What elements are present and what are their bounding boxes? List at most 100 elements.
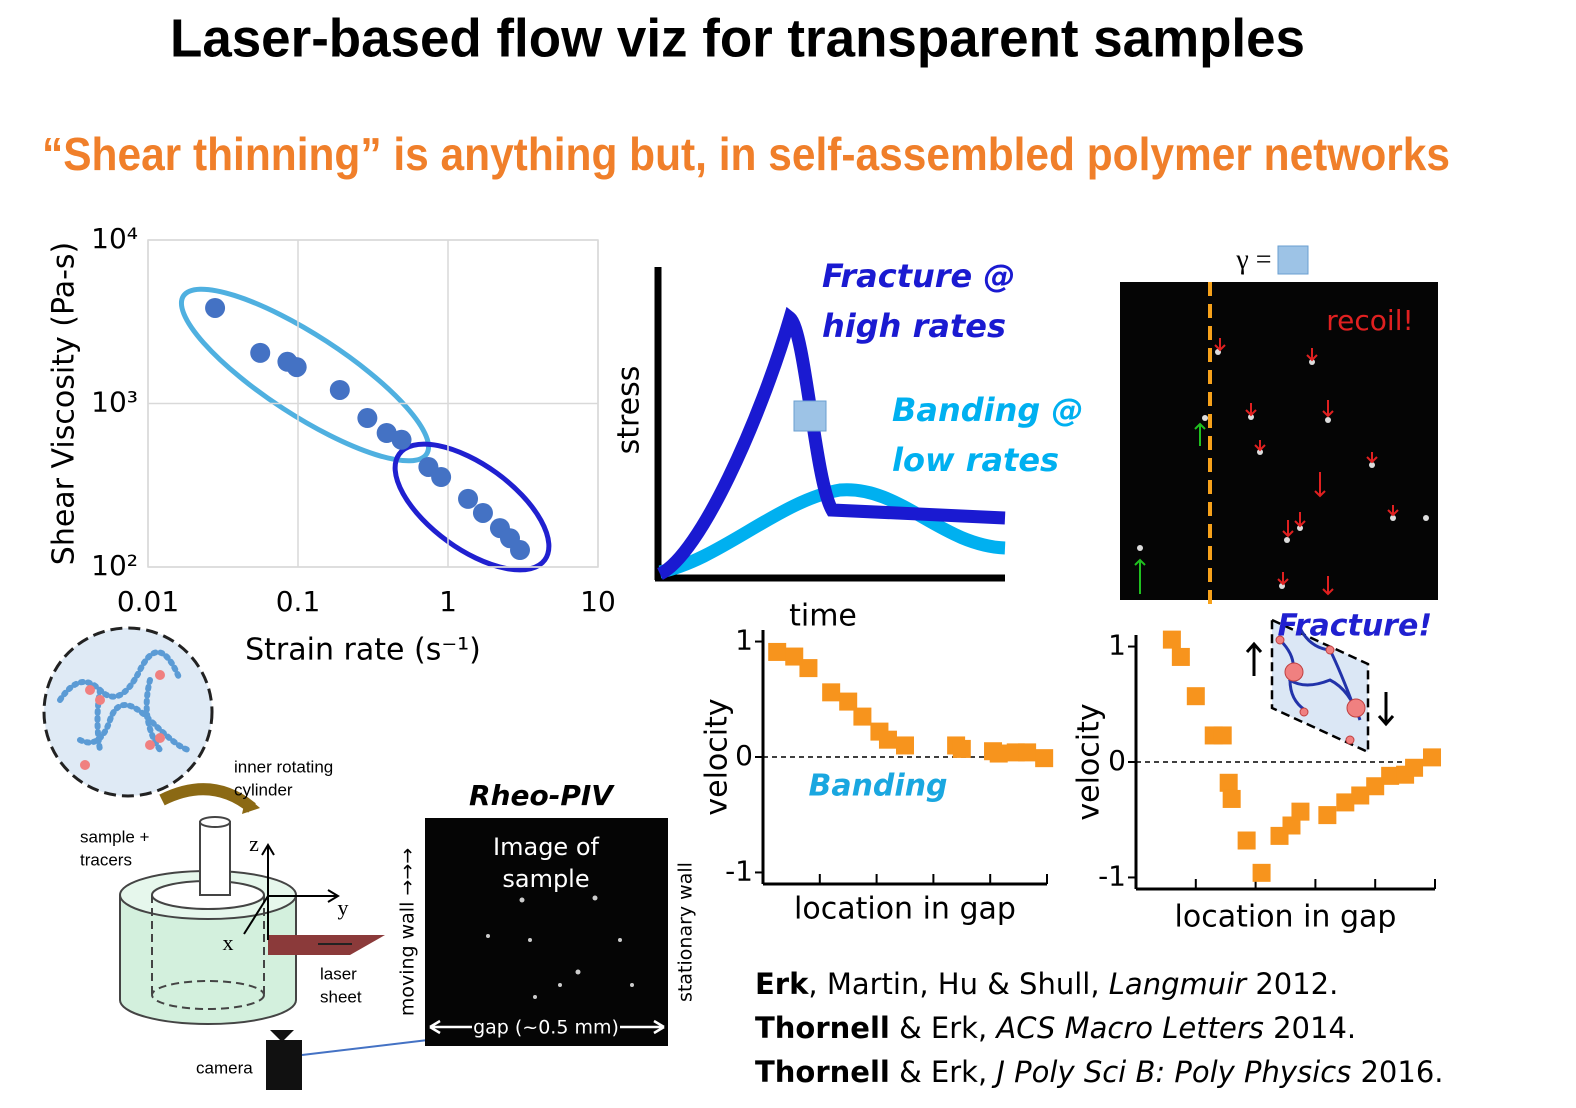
marker-square [1277,245,1309,275]
axis-letter: y [338,895,349,920]
label: cylinder [234,780,293,799]
point [1318,806,1337,825]
point [989,744,1008,763]
point [1222,789,1241,808]
label: sample + [80,827,150,846]
point [1381,766,1400,785]
label: sample [502,865,589,893]
y-axis-label: velocity [1072,703,1107,820]
y-axis-label: Shear Viscosity (Pa-s) [47,242,82,565]
point [1219,773,1238,792]
author: Thornell [755,1055,890,1089]
arrows [1134,422,1206,594]
label: gap (~0.5 mm) [473,1017,619,1039]
point [250,342,271,363]
y-tick-label: 10³ [91,386,138,419]
author: Erk [755,967,809,1001]
apparatus: inner rotating cylinder sample + tracers… [80,757,429,1090]
point [1291,802,1310,821]
point [785,647,804,666]
rheo-piv: Rheo-PIV Image of sample moving wall →→→… [397,779,697,1046]
particles [1137,349,1429,589]
label: tracers [80,850,132,869]
fracture-curve [656,306,1006,580]
point [799,659,818,678]
point [1336,793,1355,812]
y-tick-label: -1 [1098,859,1126,892]
y-tick-label: -1 [725,854,753,887]
point [329,379,350,400]
axis-letter: x [223,930,234,955]
y-tick-label: 10⁴ [91,222,138,255]
point [1366,777,1385,796]
point [1162,630,1181,649]
journal: ACS Macro Letters [994,1011,1264,1045]
point [286,357,307,378]
point [1351,786,1370,805]
y-tick-label: 1 [1108,629,1126,662]
authors: & Erk, [899,1011,987,1045]
point [1171,647,1190,666]
citation: Thornell & Erk, ACS Macro Letters 2014. [755,1011,1356,1045]
point [1186,687,1205,706]
annotation: low rates [892,441,1059,479]
point [839,692,858,711]
citation: Thornell & Erk, J Poly Sci B: Poly Physi… [755,1055,1444,1089]
point [1035,749,1054,768]
point [1423,748,1442,767]
point [1237,831,1256,850]
citations: Erk, Martin, Hu & Shull, Langmuir 2012. … [755,967,1444,1089]
year: 2016. [1360,1055,1443,1089]
x-axis-label: Strain rate (s⁻¹) [245,633,481,668]
point [472,502,493,523]
annotation: recoil! [1326,304,1413,337]
point [510,540,531,561]
authors: & Erk, [899,1055,987,1089]
subtitle: “Shear thinning” is anything but, in sel… [42,128,1450,180]
author: Thornell [755,1011,890,1045]
point [768,642,787,661]
marker-square [793,400,827,432]
axis-letter: z [249,831,259,856]
stress-sketch: stress time Fracture @ high rates Bandin… [612,257,1084,634]
strain-label: γ = [1235,244,1271,275]
point [431,467,452,488]
point [952,739,971,758]
piv-image: γ = recoil! [1120,244,1438,612]
y-tick-label: 0 [1108,744,1126,777]
point [878,730,897,749]
point [1213,726,1232,745]
label: stationary wall [675,862,697,1002]
label: Image of [493,833,599,861]
label: camera [196,1058,253,1077]
arrows [1214,338,1399,596]
label: sheet [320,987,362,1006]
point [896,736,914,755]
point [458,488,479,509]
year: 2014. [1273,1011,1356,1045]
point [822,683,841,702]
annotation: Banding [808,769,947,804]
x-tick-label: 1 [439,585,457,618]
point [376,423,397,444]
image [1120,282,1438,600]
x-axis-label: location in gap [1175,900,1397,935]
journal: J Poly Sci B: Poly Physics [991,1055,1351,1089]
annotation: high rates [822,307,1006,345]
point [1252,863,1271,882]
label: moving wall →→→ [397,848,419,1016]
x-tick-label: 0.1 [276,585,321,618]
point [391,429,412,450]
x-axis-label: location in gap [794,892,1016,927]
label: inner rotating [234,757,333,776]
point [853,707,872,726]
group-outline [178,286,432,464]
title: Laser-based flow viz for transparent sam… [170,8,1305,68]
annotation: Banding @ [892,391,1083,429]
point [357,408,378,429]
annotation: Fracture @ [822,257,1015,295]
x-tick-label: 10 [580,585,616,618]
annotation: Fracture! [1277,609,1432,644]
heading: Rheo-PIV [469,779,615,812]
